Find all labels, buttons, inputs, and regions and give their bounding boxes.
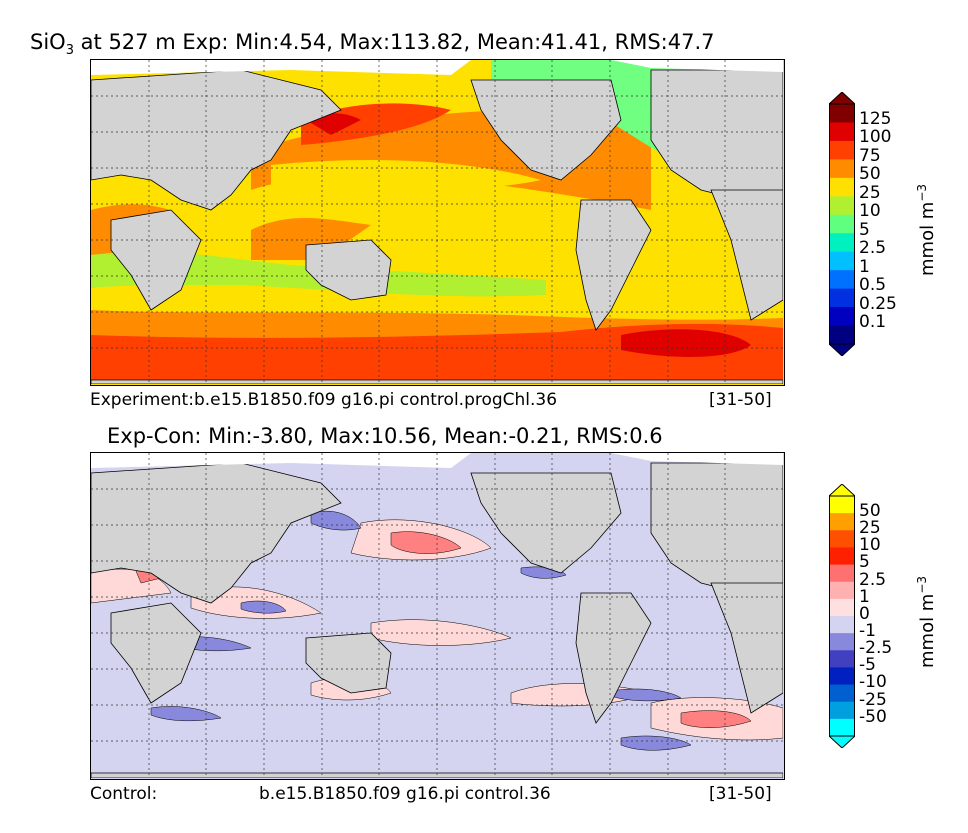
colorbar-segment	[829, 684, 855, 703]
colorbar-segment	[829, 530, 855, 548]
colorbar-tick-label: -1	[859, 621, 876, 641]
bottom-colorbar-svg	[829, 484, 855, 748]
colorbar-segment	[829, 598, 855, 617]
bottom-map-plot	[91, 453, 783, 778]
colorbar-extend-min	[829, 343, 855, 356]
colorbar-tick-label: 10	[859, 535, 881, 556]
ocean-band	[251, 218, 371, 260]
colorbar-tick-label: 0	[859, 603, 870, 624]
colorbar-extend-min	[829, 735, 855, 748]
colorbar-segment	[829, 270, 855, 290]
bottom-caption-center: b.e15.B1850.f09 g16.pi control.36	[259, 784, 551, 804]
colorbar-tick-label: 50	[859, 164, 881, 185]
ocean-band	[621, 329, 751, 357]
colorbar-tick-label: 1	[859, 586, 870, 607]
colorbar-tick-label: -25	[859, 689, 887, 710]
top-map-plot	[91, 60, 783, 384]
top-map	[90, 59, 785, 386]
colorbar-segment	[829, 650, 855, 668]
colorbar-segment	[829, 196, 855, 216]
colorbar-frame	[829, 103, 855, 345]
negative-anomaly	[150, 510, 692, 751]
colorbar-segment	[829, 288, 855, 308]
colorbar-segment	[829, 251, 855, 271]
top-caption-left: Experiment:b.e15.B1850.f09 g16.pi contro…	[90, 390, 558, 410]
ocean-band	[271, 160, 541, 190]
colorbar-segment	[829, 159, 855, 179]
colorbar-tick-label: -10	[859, 672, 887, 693]
colorbar-tick-label: -5	[859, 655, 876, 676]
colorbar-tick-label: 0.25	[859, 293, 897, 314]
bottom-map	[90, 452, 785, 780]
bottom-colorbar	[829, 484, 855, 748]
colorbar-segment	[829, 547, 855, 566]
colorbar-tick-label: 1	[859, 256, 870, 277]
colorbar-tick-label: 2.5	[859, 569, 887, 590]
colorbar-segment	[829, 214, 855, 234]
bottom-caption-right: [31-50]	[709, 784, 772, 804]
ocean-band	[91, 323, 783, 384]
colorbar-segment	[829, 513, 855, 531]
colorbar-segment	[829, 616, 855, 634]
colorbar-segment	[829, 325, 855, 345]
graticule	[91, 453, 783, 778]
top-caption-right: [31-50]	[709, 390, 772, 410]
colorbar-segment	[829, 581, 855, 600]
colorbar-segment	[829, 233, 855, 253]
colorbar-tick-label: 5	[859, 219, 870, 240]
land	[91, 69, 783, 384]
colorbar-tick-label: 75	[859, 145, 881, 166]
graticule	[91, 60, 783, 384]
colorbar-segment	[829, 718, 855, 737]
colorbar-tick-label: 25	[859, 182, 881, 203]
colorbar-extend-max	[829, 92, 855, 105]
colorbar-tick-label: 0.1	[859, 312, 887, 333]
colorbar-segment	[829, 633, 855, 651]
colorbar-segment	[829, 140, 855, 160]
colorbar-segment	[829, 667, 855, 686]
colorbar-segment	[829, 496, 855, 514]
bottom-caption-left: Control:	[90, 784, 158, 804]
colorbar-tick-label: 125	[859, 109, 892, 129]
bottom-map-title: Exp-Con: Min:-3.80, Max:10.56, Mean:-0.2…	[107, 424, 663, 448]
colorbar-tick-label: 25	[859, 518, 881, 539]
colorbar-frame	[829, 495, 855, 737]
colorbar-tick-label: 2.5	[859, 238, 887, 259]
colorbar-segment	[829, 104, 855, 123]
colorbar-segment	[829, 177, 855, 197]
bottom-colorbar-units: mmol m−3	[915, 575, 938, 668]
top-colorbar-svg	[829, 92, 855, 356]
colorbar-extend-max	[829, 484, 855, 497]
colorbar-tick-label: 100	[859, 127, 892, 148]
colorbar-tick-label: 50	[859, 501, 881, 521]
colorbar-segment	[829, 564, 855, 583]
colorbar-tick-label: -2.5	[859, 638, 893, 659]
colorbar-tick-label: 0.5	[859, 275, 887, 296]
colorbar-tick-label: 5	[859, 552, 870, 573]
top-colorbar-units: mmol m−3	[915, 183, 938, 276]
missing-data	[91, 60, 783, 75]
colorbar-segment	[829, 122, 855, 142]
missing-data	[91, 453, 783, 468]
top-map-title: SiO3 at 527 m Exp: Min:4.54, Max:113.82,…	[30, 30, 715, 59]
colorbar-tick-label: 10	[859, 201, 881, 222]
colorbar-segment	[829, 307, 855, 327]
colorbar-segment	[829, 701, 855, 720]
top-colorbar	[829, 92, 855, 356]
colorbar-tick-label: -50	[859, 706, 887, 727]
